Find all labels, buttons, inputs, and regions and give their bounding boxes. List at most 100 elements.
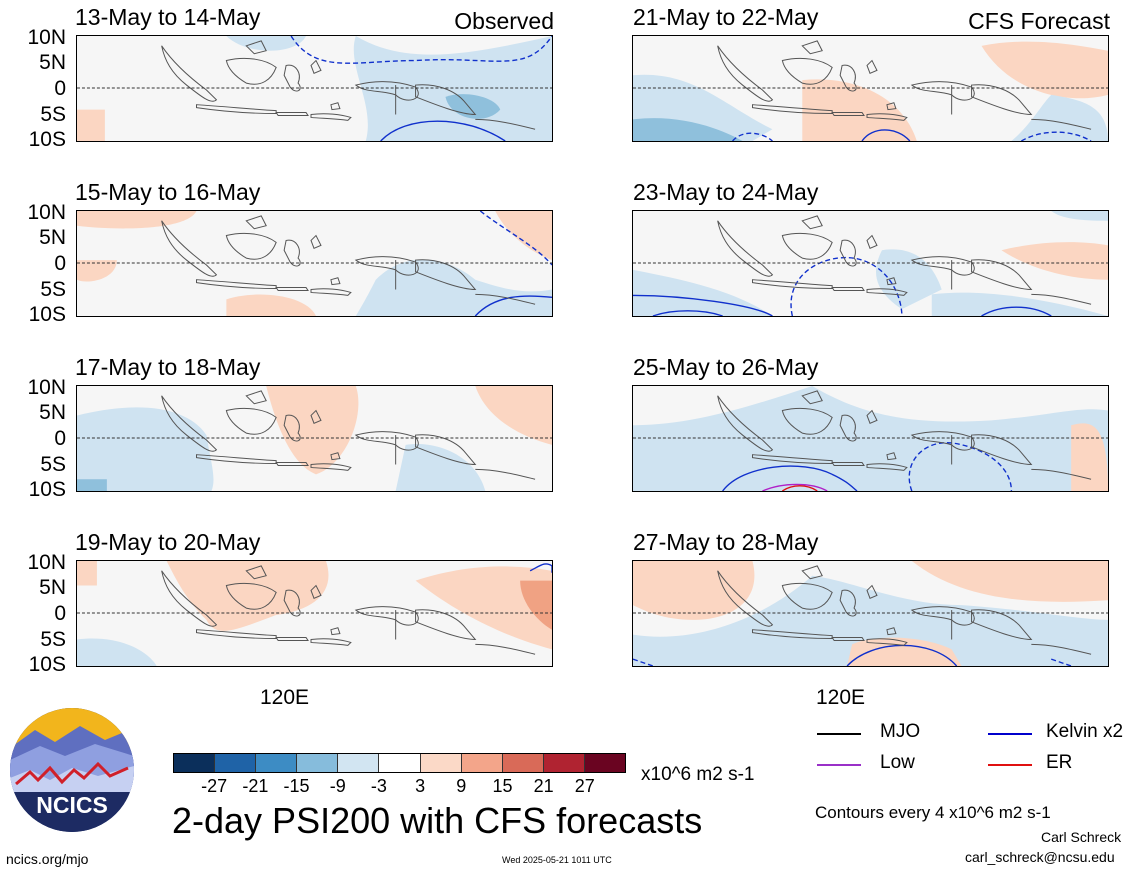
legend-line-low (817, 764, 861, 766)
coastline (310, 584, 322, 599)
coastline (195, 629, 277, 640)
contour-line (981, 306, 1052, 316)
contour-line (732, 132, 773, 141)
anomaly-region (77, 638, 157, 666)
colorbar-tick-label: 3 (415, 776, 426, 796)
coastline (831, 637, 865, 641)
coastline (275, 637, 309, 641)
coastline (283, 414, 301, 442)
coastline (354, 606, 419, 626)
panel-title-2: 21-May to 22-May (633, 4, 819, 30)
coastline (161, 570, 218, 627)
coastline (475, 293, 536, 305)
coastline (839, 589, 857, 617)
map-panel (76, 385, 553, 492)
anomaly-region (1011, 94, 1108, 141)
lat-label: 0 (54, 427, 66, 450)
lat-label: 5N (39, 401, 66, 424)
anomaly-region (847, 637, 962, 666)
colorbar-tick-label: -3 (370, 776, 387, 796)
coastline (415, 609, 477, 640)
contour-line (633, 294, 773, 316)
panel-title-7: 19-May to 20-May (75, 529, 261, 555)
coastline (886, 102, 897, 111)
coastline (751, 629, 833, 640)
colorbar-swatch (502, 754, 544, 772)
coastline (866, 584, 878, 599)
legend-label-kelvin: Kelvin x2 (1046, 721, 1124, 742)
map-panel (632, 35, 1109, 142)
coastline (310, 288, 352, 296)
coastline (225, 57, 277, 85)
legend-line-kelvin (988, 733, 1032, 735)
author-email[interactable]: carl_schreck@ncsu.edu (965, 849, 1115, 865)
legend-label-low: Low (880, 752, 915, 773)
coastline (717, 220, 774, 277)
anomaly-region (77, 109, 105, 141)
coastline (354, 256, 419, 276)
coastline (781, 57, 833, 85)
coastline (275, 287, 309, 291)
coastline (751, 104, 833, 115)
lat-label: 10S (28, 653, 66, 676)
lat-label: 5S (40, 453, 66, 476)
colorbar-swatch (420, 754, 462, 772)
anomaly-region (495, 211, 552, 261)
coastline (330, 102, 341, 111)
panel-title-1: 13-May to 14-May (75, 4, 261, 30)
coastline (310, 638, 352, 646)
lat-label: 5N (39, 51, 66, 74)
coastline (866, 234, 878, 249)
coastline (801, 390, 823, 405)
coastline (161, 45, 218, 102)
coastline (717, 570, 774, 627)
lat-label: 5S (40, 278, 66, 301)
coastline (866, 463, 908, 471)
panel-label-observed: Observed (454, 8, 554, 34)
lon-label-left: 120E (260, 686, 310, 709)
site-link[interactable]: ncics.org/mjo (6, 851, 89, 867)
coastline (910, 256, 975, 276)
coastline (781, 407, 833, 435)
contour-line (762, 483, 828, 491)
anomaly-region (77, 407, 214, 491)
coastline (781, 582, 833, 610)
coastline (1031, 643, 1092, 655)
colorbar-tick-label: -9 (329, 776, 346, 796)
contour-line (652, 310, 723, 316)
anomaly-region (355, 259, 552, 316)
contour-line (529, 563, 552, 573)
lat-label: 10S (28, 303, 66, 326)
lat-label: 5N (39, 576, 66, 599)
colorbar-tick-label: -21 (242, 776, 269, 796)
colorbar-tick-label: -15 (283, 776, 310, 796)
panel-title-6: 25-May to 26-May (633, 354, 819, 380)
coastline (1031, 468, 1092, 480)
coastline (330, 277, 341, 286)
coastline (971, 609, 1033, 640)
coastline (801, 215, 823, 230)
colorbar-swatch (256, 754, 298, 772)
coastline (910, 606, 975, 626)
panel-title-3: 15-May to 16-May (75, 179, 261, 205)
map-panel (76, 560, 553, 667)
colorbar-tick-label: 15 (492, 776, 513, 796)
legend-line-er (988, 764, 1032, 766)
coastline (831, 287, 865, 291)
anomaly-region (633, 269, 773, 316)
main-title: 2-day PSI200 with CFS forecasts (172, 800, 703, 841)
coastline (161, 220, 218, 277)
lat-label: 0 (54, 602, 66, 625)
coastline (971, 434, 1033, 465)
contour-line (1051, 658, 1072, 666)
coastline (195, 279, 277, 290)
coastline (971, 84, 1033, 115)
coastline (245, 390, 267, 405)
coastline (245, 40, 267, 55)
map-panel (632, 385, 1109, 492)
coastline (751, 279, 833, 290)
logo-text: NCICS (36, 792, 108, 818)
anomaly-region (77, 211, 197, 229)
coastline (717, 45, 774, 102)
map-panel (632, 560, 1109, 667)
